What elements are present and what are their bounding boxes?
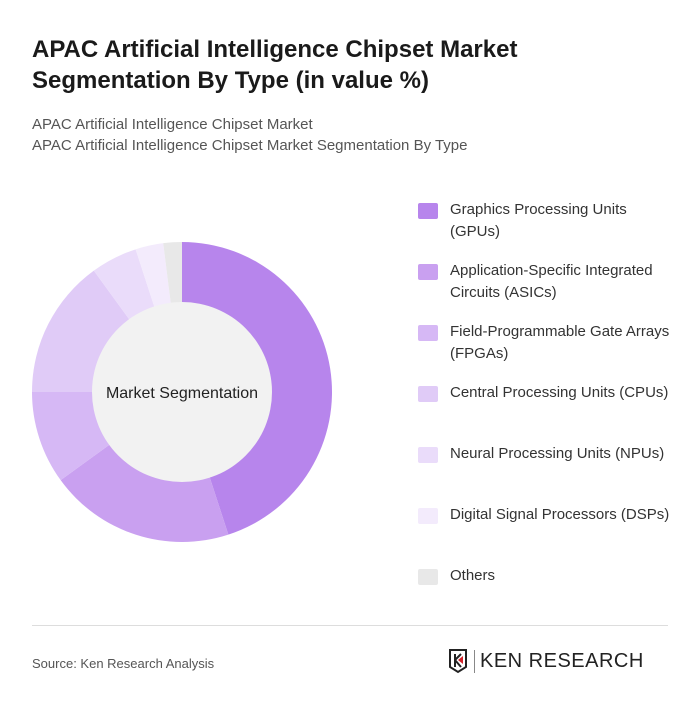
ken-research-logo: KEN RESEARCH xyxy=(448,648,644,674)
subtitle: APAC Artificial Intelligence Chipset Mar… xyxy=(32,114,468,156)
subtitle-market: APAC Artificial Intelligence Chipset Mar… xyxy=(32,116,313,133)
subtitle-segmentation: APAC Artificial Intelligence Chipset Mar… xyxy=(32,137,468,154)
legend-swatch xyxy=(418,569,438,585)
donut-hole xyxy=(92,302,272,482)
legend-item: Others xyxy=(418,565,688,626)
legend-item: Neural Processing Units (NPUs) xyxy=(418,443,688,504)
legend-item: Digital Signal Processors (DSPs) xyxy=(418,504,688,565)
legend-item: Field-Programmable Gate Arrays (FPGAs) xyxy=(418,321,688,382)
source-text: Source: Ken Research Analysis xyxy=(32,656,215,671)
legend-swatch xyxy=(418,386,438,402)
legend-item: Application-Specific Integrated Circuits… xyxy=(418,260,688,321)
legend-label: Others xyxy=(450,567,496,584)
logo-text: KEN RESEARCH xyxy=(474,649,644,673)
divider xyxy=(32,625,668,626)
page-title: APAC Artificial Intelligence Chipset Mar… xyxy=(32,36,518,94)
legend-label: Digital Signal Processors (DSPs) xyxy=(450,506,670,523)
center-label: Market Segmentation xyxy=(106,385,258,402)
legend-label: Application-Specific Integrated Circuits… xyxy=(450,262,653,301)
legend-swatch xyxy=(418,325,438,341)
legend-label: Neural Processing Units (NPUs) xyxy=(450,445,665,462)
logo-shield-icon xyxy=(449,649,467,674)
legend-label: Central Processing Units (CPUs) xyxy=(450,384,669,401)
legend-item: Graphics Processing Units (GPUs) xyxy=(418,199,688,260)
legend-item: Central Processing Units (CPUs) xyxy=(418,382,688,443)
legend-swatch xyxy=(418,203,438,219)
legend-label: Field-Programmable Gate Arrays (FPGAs) xyxy=(450,323,670,362)
legend-swatch xyxy=(418,508,438,524)
legend-label: Graphics Processing Units (GPUs) xyxy=(450,201,627,240)
legend: Graphics Processing Units (GPUs) Applicat… xyxy=(418,199,688,626)
legend-swatch xyxy=(418,264,438,280)
legend-swatch xyxy=(418,447,438,463)
